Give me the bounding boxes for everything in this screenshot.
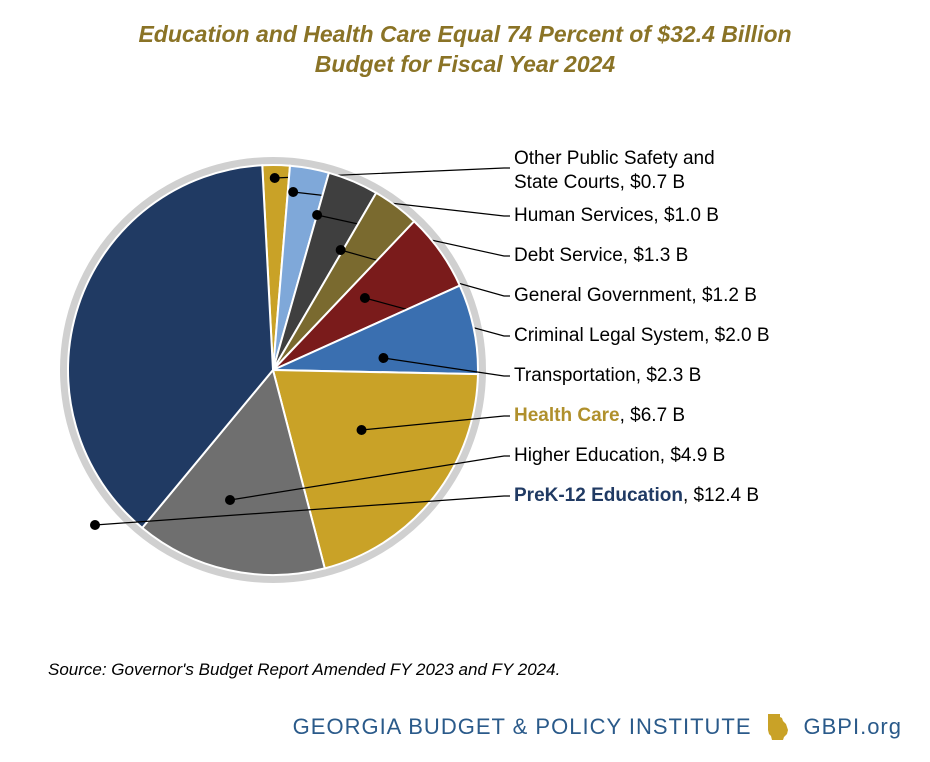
slice-label: Transportation, $2.3 B (514, 365, 701, 387)
slice-label: Human Services, $1.0 B (514, 205, 719, 227)
source-note: Source: Governor's Budget Report Amended… (48, 660, 560, 680)
slice-label: Other Public Safety andState Courts, $0.… (514, 147, 715, 195)
georgia-state-icon (766, 712, 790, 742)
slice-label: General Government, $1.2 B (514, 285, 757, 307)
slice-label: Criminal Legal System, $2.0 B (514, 325, 770, 347)
footer-org: GEORGIA BUDGET & POLICY INSTITUTE (293, 714, 752, 740)
slice-label: Higher Education, $4.9 B (514, 445, 725, 467)
slice-label: Health Care, $6.7 B (514, 405, 685, 427)
pie-chart (0, 0, 930, 640)
footer-url: GBPI.org (804, 714, 902, 740)
slice-label: Debt Service, $1.3 B (514, 245, 688, 267)
footer: GEORGIA BUDGET & POLICY INSTITUTE GBPI.o… (293, 712, 902, 742)
slice-label: PreK-12 Education, $12.4 B (514, 485, 759, 507)
